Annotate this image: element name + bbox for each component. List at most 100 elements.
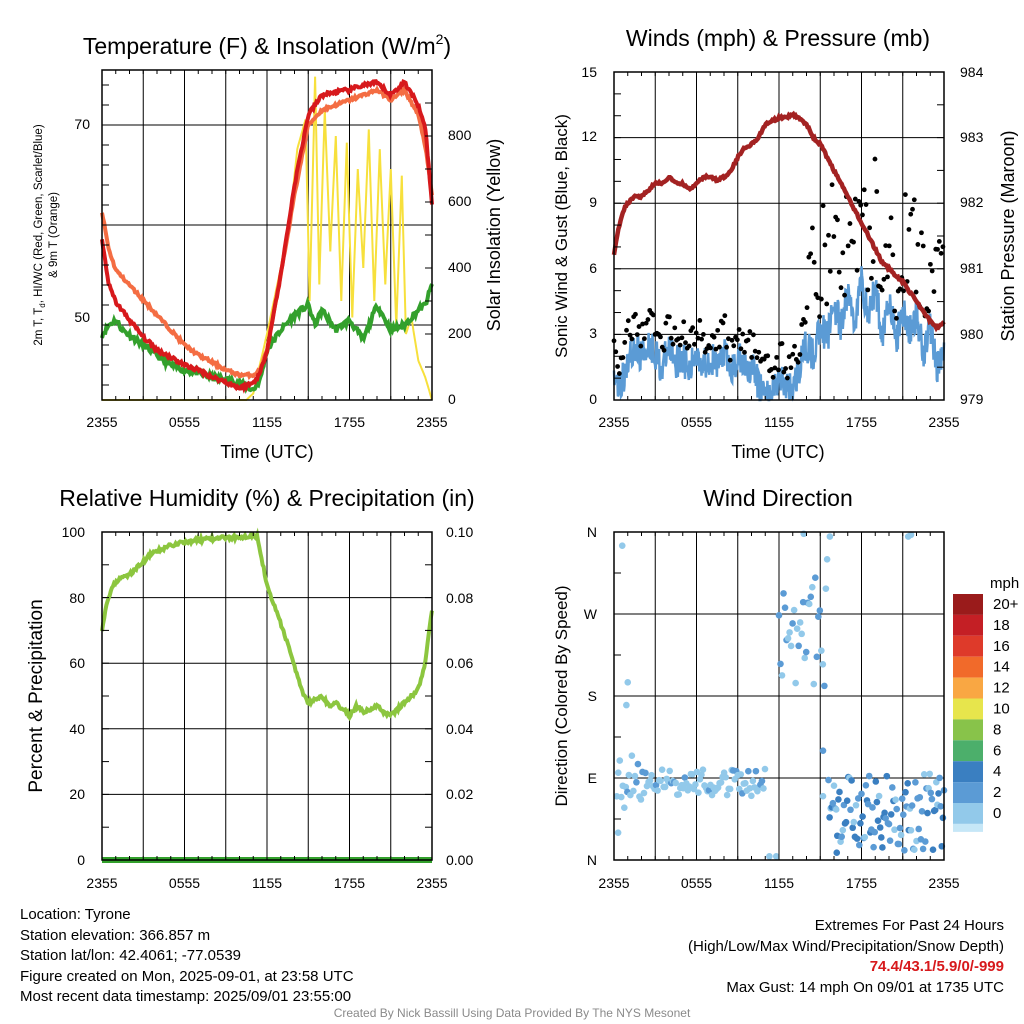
- gust-point: [629, 336, 635, 342]
- temp-title: Temperature (F) & Insolation (W/m2): [83, 31, 451, 59]
- direction-point: [681, 774, 689, 781]
- direction-point: [908, 802, 916, 809]
- direction-point: [775, 612, 783, 619]
- gust-point: [736, 327, 742, 332]
- gust-point: [624, 327, 629, 333]
- dir-panel: N E S W N Direction (Colored By Speed) m…: [552, 524, 1019, 868]
- legend-label: 20+: [993, 596, 1019, 613]
- dir-left-ylabel: Direction (Colored By Speed): [552, 585, 571, 806]
- x-tick-label: 2355: [598, 414, 629, 430]
- x-tick-label: 1155: [252, 875, 282, 891]
- direction-point: [920, 771, 928, 778]
- winds-left-tick: 12: [581, 128, 597, 144]
- gust-point: [784, 375, 790, 381]
- extremes-values: 74.4/43.1/5.9/0/-999: [869, 958, 1004, 975]
- gust-point: [640, 321, 645, 327]
- direction-point: [805, 600, 813, 608]
- extremes-title: Extremes For Past 24 Hours: [814, 917, 1004, 934]
- direction-point: [637, 796, 645, 803]
- direction-point: [912, 778, 919, 786]
- direction-point: [829, 799, 837, 807]
- direction-point: [642, 769, 649, 777]
- legend-swatch: [953, 656, 983, 678]
- gust-point: [820, 203, 826, 209]
- legend-label: 12: [993, 680, 1010, 697]
- direction-point: [777, 660, 784, 668]
- direction-point: [861, 833, 869, 841]
- direction-point: [879, 844, 886, 851]
- direction-point: [891, 826, 898, 834]
- direction-point: [717, 779, 725, 786]
- gust-point: [776, 367, 781, 373]
- direction-point: [749, 777, 757, 785]
- direction-point: [813, 653, 821, 661]
- gust-point: [919, 230, 924, 236]
- dir-left-tick: W: [584, 606, 598, 622]
- gust-point: [817, 314, 822, 320]
- rh-right-tick: 0.06: [446, 655, 473, 671]
- legend-swatch: [953, 803, 983, 824]
- gust-point: [774, 354, 780, 360]
- gust-point: [677, 342, 683, 348]
- direction-point: [839, 826, 847, 834]
- direction-point: [907, 827, 915, 834]
- gust-point: [836, 269, 842, 275]
- direction-point: [830, 782, 838, 790]
- direction-point: [818, 647, 825, 654]
- temp-left-tick: 70: [74, 116, 90, 132]
- gust-point: [892, 308, 898, 314]
- direction-point: [723, 791, 731, 799]
- legend-label: 18: [993, 617, 1010, 634]
- direction-point: [882, 815, 889, 822]
- legend-label: 0: [993, 805, 1001, 822]
- direction-point: [675, 791, 683, 798]
- direction-point: [654, 787, 661, 794]
- dir-left-tick: S: [588, 688, 597, 704]
- direction-point: [722, 773, 729, 781]
- gust-point: [804, 305, 810, 311]
- direction-point: [624, 679, 632, 686]
- winds-left-tick: 0: [589, 391, 597, 407]
- direction-point: [885, 820, 893, 828]
- gust-point: [786, 354, 792, 360]
- x-tick-label: 1755: [846, 414, 877, 430]
- gust-point: [802, 319, 808, 325]
- direction-point: [898, 795, 906, 803]
- direction-point: [878, 834, 885, 841]
- direction-point: [901, 846, 908, 854]
- gust-point: [831, 234, 837, 239]
- direction-point: [760, 785, 767, 792]
- gust-point: [781, 369, 787, 375]
- direction-point: [865, 772, 873, 780]
- gust-point: [772, 365, 778, 371]
- gust-point: [708, 345, 713, 351]
- x-tick-label: 2355: [416, 414, 447, 430]
- direction-point: [617, 793, 625, 801]
- direction-point: [819, 747, 827, 754]
- gust-point: [881, 276, 887, 282]
- direction-point: [801, 654, 809, 662]
- gust-point: [686, 343, 692, 349]
- gust-point: [797, 352, 803, 357]
- direction-point: [616, 757, 624, 764]
- gust-point: [926, 308, 931, 314]
- gust-point: [683, 340, 688, 346]
- direction-point: [726, 785, 734, 793]
- legend-label: 14: [993, 659, 1010, 676]
- direction-point: [631, 772, 639, 780]
- winds-left-tick: 9: [589, 194, 597, 210]
- gust-point: [874, 189, 880, 194]
- x-tick-label: 1155: [764, 414, 794, 430]
- rh-left-ylabel: Percent & Precipitation: [26, 599, 47, 792]
- direction-point: [614, 769, 622, 777]
- temp-right-tick: 800: [448, 127, 472, 143]
- dir-left-tick: N: [587, 852, 597, 868]
- direction-point: [810, 680, 818, 688]
- gust-point: [897, 286, 903, 292]
- gust-point: [795, 359, 801, 365]
- direction-point: [832, 806, 840, 813]
- direction-point: [807, 593, 815, 601]
- gust-point: [742, 349, 747, 355]
- direction-point: [784, 634, 792, 642]
- direction-point: [737, 771, 745, 778]
